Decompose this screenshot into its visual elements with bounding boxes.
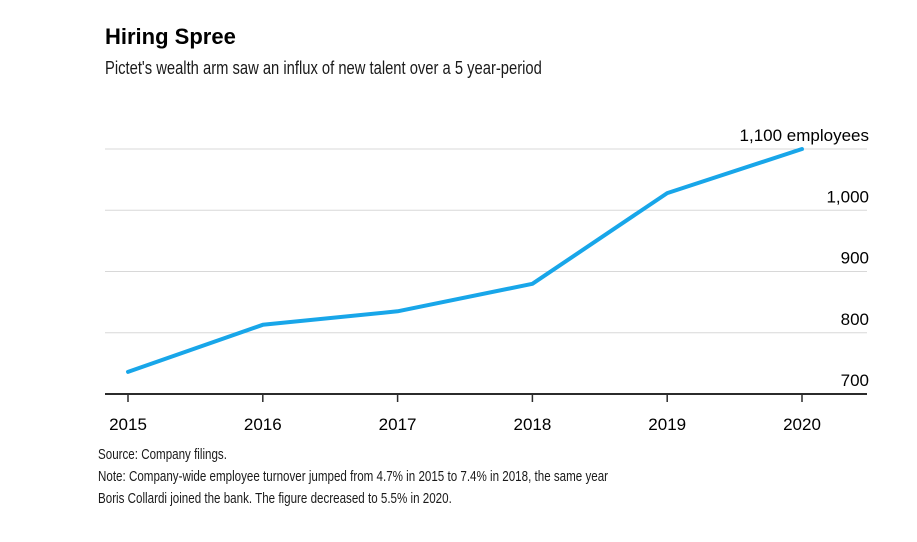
chart-footer: Source: Company filings. Note: Company-w…: [98, 444, 608, 510]
x-tick-label: 2019: [648, 415, 686, 434]
x-tick-label: 2016: [244, 415, 282, 434]
note-text-line2: Boris Collardi joined the bank. The figu…: [98, 491, 452, 507]
y-tick-label: 1,100 employees: [740, 126, 869, 145]
x-tick-label: 2015: [109, 415, 147, 434]
x-tick-label: 2017: [379, 415, 417, 434]
source-text: Source: Company filings.: [98, 447, 227, 463]
x-tick-label: 2020: [783, 415, 821, 434]
y-tick-label: 1,000: [826, 187, 869, 206]
note-text-line1: Note: Company-wide employee turnover jum…: [98, 469, 609, 485]
chart-title: Hiring Spree: [105, 24, 236, 49]
series-line-employees: [126, 147, 804, 374]
x-tick-label: 2018: [513, 415, 551, 434]
chart-subtitle: Pictet's wealth arm saw an influx of new…: [105, 58, 542, 78]
y-tick-label: 900: [841, 249, 869, 268]
y-tick-label: 700: [841, 371, 869, 390]
y-tick-label: 800: [841, 310, 869, 329]
